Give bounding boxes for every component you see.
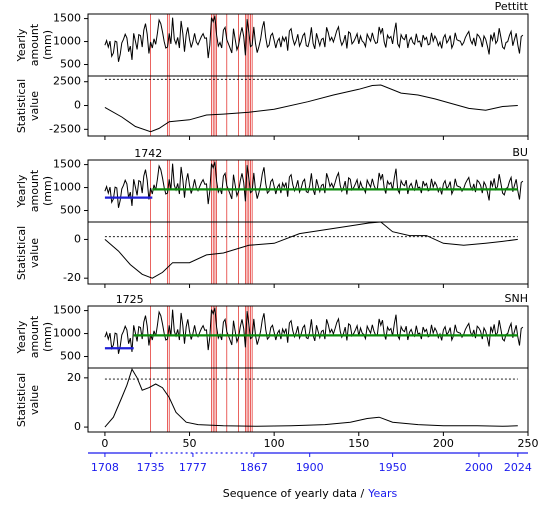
panel-1-stat-ytick-label: 0 bbox=[74, 99, 81, 112]
panel-1-group bbox=[104, 14, 524, 136]
panel-1-rain-ytick-label: 500 bbox=[60, 58, 81, 71]
panel-2-title: BU bbox=[512, 146, 528, 159]
panel-2-rain-ytick-label: 500 bbox=[60, 204, 81, 217]
panel-3-stat-ylabel: Statistical bbox=[15, 373, 28, 427]
x-axis-label-years: Years bbox=[367, 487, 397, 500]
panel-3-rain-ytick-label: 1000 bbox=[53, 327, 81, 340]
panel-3-stat-ylabel: value bbox=[28, 385, 41, 415]
x-tick-label: 250 bbox=[518, 437, 539, 450]
panel-2-stat-ytick-label: -20 bbox=[63, 271, 81, 284]
panel-2-rain-ylabel: amount bbox=[28, 169, 41, 212]
panel-1-rain-ylabel: amount bbox=[28, 23, 41, 66]
panel-2-statistic-curve bbox=[104, 221, 518, 279]
panel-1-stat-ytick-label: 2500 bbox=[53, 75, 81, 88]
year-tick-label: 1867 bbox=[240, 461, 268, 474]
year-tick-label: 1777 bbox=[179, 461, 207, 474]
panel-3-rainfall-series bbox=[104, 307, 524, 354]
panel-2-rain-ylabel: Yearly bbox=[15, 174, 28, 208]
x-tick-label: 200 bbox=[433, 437, 454, 450]
panel-2-stat-frame bbox=[87, 221, 529, 285]
panel-1-rain-ylabel: (mm) bbox=[41, 30, 54, 60]
panel-1-rain-ytick-label: 1000 bbox=[53, 35, 81, 48]
panel-3-rain-ylabel: amount bbox=[28, 315, 41, 358]
panel-2-stat-ytick-label: 0 bbox=[74, 232, 81, 245]
panel-1-stat-ylabel: Statistical bbox=[15, 79, 28, 133]
year-tick-label: 2000 bbox=[465, 461, 493, 474]
panel-3-statistic-curve bbox=[104, 367, 518, 428]
panel-3-rain-ytick-label: 500 bbox=[60, 350, 81, 363]
panel-1-stat-ylabel: value bbox=[28, 91, 41, 121]
panel-1-title: Pettitt bbox=[495, 0, 529, 13]
panel-2-rain-ylabel: (mm) bbox=[41, 176, 54, 206]
panel-3-stat-ytick-label: 0 bbox=[74, 420, 81, 433]
panel-3-rain-ytick-label: 1500 bbox=[53, 304, 81, 317]
panel-2-rainfall-series bbox=[104, 161, 524, 208]
x-tick-label: 150 bbox=[348, 437, 369, 450]
x-tick-label: 50 bbox=[183, 437, 197, 450]
panel-2-stat-ylabel: Statistical bbox=[15, 226, 28, 280]
panel-2-rain-ytick-label: 1000 bbox=[53, 181, 81, 194]
panel-3-changepoint-annotation: 1725 bbox=[116, 293, 144, 306]
panel-3-group bbox=[104, 306, 524, 432]
panel-1-rain-ylabel: Yearly bbox=[15, 28, 28, 62]
panel-3-title: SNH bbox=[505, 292, 528, 305]
panel-2-stat-ylabel: value bbox=[28, 238, 41, 268]
x-tick-label: 0 bbox=[101, 437, 108, 450]
panel-3-rain-ylabel: Yearly bbox=[15, 320, 28, 354]
year-tick-label: 2024 bbox=[504, 461, 532, 474]
panel-3-rain-ylabel: (mm) bbox=[41, 322, 54, 352]
panel-3-stat-frame bbox=[87, 367, 529, 433]
panel-1-stat-ytick-label: -2500 bbox=[49, 122, 81, 135]
panel-1-rain-ytick-label: 1500 bbox=[53, 12, 81, 25]
panel-1-statistic-curve bbox=[104, 84, 518, 133]
panel-3-stat-ytick-label: 20 bbox=[67, 371, 81, 384]
panel-2-changepoint-annotation: 1742 bbox=[134, 147, 162, 160]
x-axis-label: Sequence of yearly data / bbox=[223, 487, 365, 500]
panel-1-rainfall-series bbox=[104, 15, 524, 62]
x-tick-label: 100 bbox=[264, 437, 285, 450]
year-tick-label: 1950 bbox=[379, 461, 407, 474]
year-tick-label: 1708 bbox=[91, 461, 119, 474]
panel-2-rain-ytick-label: 1500 bbox=[53, 158, 81, 171]
year-tick-label: 1900 bbox=[296, 461, 324, 474]
year-tick-label: 1735 bbox=[137, 461, 165, 474]
